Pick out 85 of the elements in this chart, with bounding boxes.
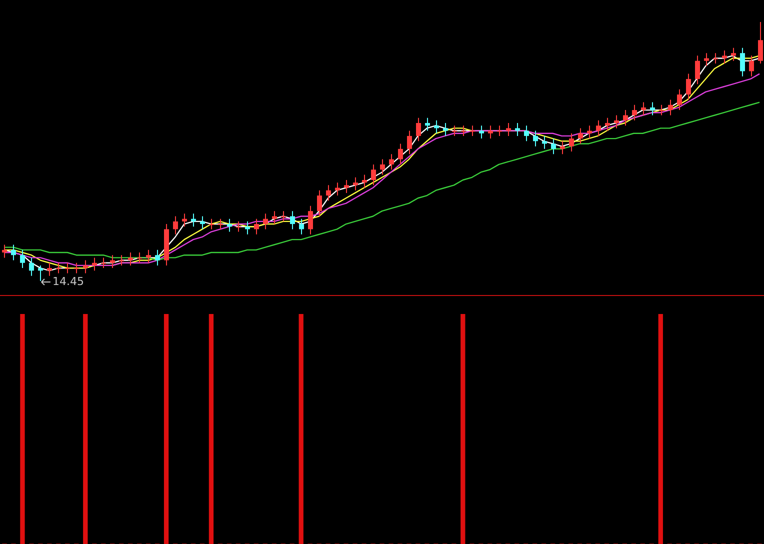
candlestick	[614, 114, 619, 129]
candlestick	[182, 213, 187, 228]
candlestick	[758, 22, 763, 64]
candlestick	[542, 135, 547, 150]
candlestick	[47, 262, 52, 276]
candlestick	[641, 102, 646, 116]
candlestick	[119, 254, 124, 266]
candlestick	[488, 125, 493, 140]
candlestick	[191, 213, 196, 228]
candlestick	[110, 254, 115, 269]
candlestick	[137, 252, 142, 264]
candlestick	[452, 125, 457, 136]
candlestick	[299, 218, 304, 235]
candlestick	[704, 52, 709, 67]
candlestick	[29, 257, 34, 276]
candlestick	[146, 249, 151, 264]
candlestick	[668, 99, 673, 116]
candlestick	[353, 176, 358, 191]
candlestick	[677, 88, 682, 111]
candlestick	[569, 132, 574, 152]
candlestick	[398, 143, 403, 165]
candlestick	[38, 264, 43, 282]
candlestick	[254, 218, 259, 235]
candlestick	[317, 190, 322, 217]
candlestick	[425, 117, 430, 132]
candlestick	[83, 260, 88, 274]
candlestick	[551, 138, 556, 155]
candlestick	[506, 122, 511, 136]
candlestick	[65, 262, 70, 274]
candlestick	[155, 249, 160, 266]
candlestick	[515, 122, 520, 136]
candlestick	[218, 218, 223, 230]
candlestick	[479, 125, 484, 140]
candlestick	[695, 55, 700, 85]
candlestick	[209, 218, 214, 230]
candlestick	[200, 216, 205, 230]
candlestick	[344, 179, 349, 194]
candlestick	[245, 220, 250, 235]
candlestick	[128, 252, 133, 266]
candlestick	[92, 257, 97, 272]
annotation: 14.45	[52, 274, 84, 288]
candlestick	[461, 125, 466, 136]
candlestick	[416, 117, 421, 142]
candlestick	[20, 249, 25, 269]
candlestick	[650, 102, 655, 116]
candlestick	[740, 47, 745, 77]
candlestick	[407, 130, 412, 155]
candlestick	[290, 210, 295, 230]
candlestick	[686, 73, 691, 100]
candlestick	[101, 257, 106, 269]
candlestick	[263, 213, 268, 230]
candlestick	[308, 205, 313, 235]
candlestick	[326, 184, 331, 202]
candlestick	[173, 216, 178, 235]
candlestick	[623, 110, 628, 126]
candlestick	[443, 122, 448, 136]
candlestick	[596, 120, 601, 136]
candlestick	[371, 164, 376, 186]
candlestick	[749, 55, 754, 77]
candlestick	[11, 244, 16, 261]
candlestick	[722, 50, 727, 64]
candlestick	[434, 120, 439, 134]
candlestick	[560, 140, 565, 155]
candlestick	[335, 182, 340, 196]
candlestick	[380, 158, 385, 176]
candlestick	[236, 220, 241, 232]
candlestick	[389, 154, 394, 170]
candlestick	[659, 104, 664, 116]
candlestick	[587, 125, 592, 140]
candlestick	[524, 125, 529, 142]
candlestick	[56, 262, 61, 274]
candlestick	[578, 128, 583, 144]
candlestick	[731, 47, 736, 62]
candlestick	[272, 210, 277, 225]
candlestick	[533, 130, 538, 147]
candlestick	[281, 210, 286, 222]
candlestick	[497, 125, 502, 136]
candlestick	[713, 52, 718, 64]
candlestick	[632, 104, 637, 121]
candlestick	[362, 174, 367, 188]
candlestick	[74, 262, 79, 274]
candlestick	[605, 117, 610, 132]
candlestick	[227, 218, 232, 232]
candlestick	[470, 125, 475, 136]
candlestick	[2, 244, 7, 258]
